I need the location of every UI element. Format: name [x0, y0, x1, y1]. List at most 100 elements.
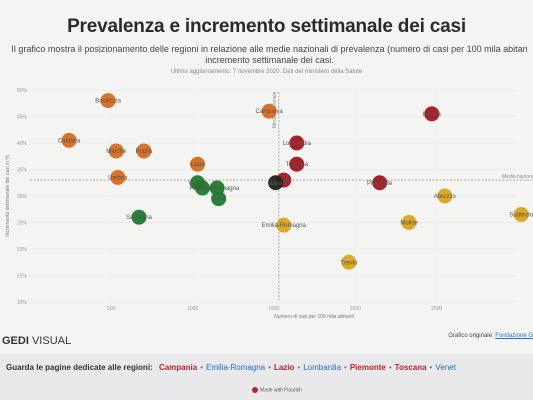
x-tick-label: 2000: [350, 306, 361, 312]
data-point: Marche: [106, 143, 127, 159]
data-point: Trento: [340, 254, 358, 270]
point-label: Umbria: [108, 175, 128, 181]
y-tick-label: 20%: [17, 247, 28, 253]
data-point: Emilia-Romagna: [262, 217, 307, 233]
brand-rest: VISUAL: [28, 335, 72, 347]
region-separator: •: [429, 363, 433, 372]
data-point: Italia: [268, 175, 284, 191]
data-point: Puglia: [136, 143, 153, 159]
y-reference-label: Media nazionale: [502, 174, 533, 180]
data-point: Molise: [400, 215, 418, 230]
reference-lines: Media nazionaleMedia nazionale: [30, 91, 533, 302]
flourish-label: Made with Flourish: [260, 387, 302, 394]
y-tick-label: 30%: [17, 194, 28, 200]
point-label: Toscana: [286, 162, 309, 168]
point-label: Italia: [269, 181, 282, 187]
region-link[interactable]: Lazio: [273, 363, 295, 372]
point-label: Campania: [255, 109, 283, 115]
point-label: Sardegna: [126, 215, 153, 221]
point-marker: [341, 254, 357, 270]
source-credit: Grafico originale: Fondazione G: [448, 333, 533, 339]
point-marker: [261, 103, 277, 119]
data-point: Piemonte: [367, 175, 393, 191]
point-marker: [289, 156, 305, 172]
point-label: Lombardia: [283, 141, 312, 147]
point-marker: [437, 188, 453, 204]
point-marker: [194, 180, 210, 196]
y-tick-label: 25%: [17, 221, 28, 227]
point-marker: [100, 93, 116, 109]
data-point: Friuli V.G.: [189, 180, 216, 196]
region-separator: •: [388, 363, 392, 372]
data-point: Lombardia: [283, 135, 312, 151]
brand-bold: GEDI: [2, 335, 29, 347]
chart-title: Prevalenza e incremento settimanale dei …: [67, 16, 466, 37]
point-label: Emilia-Romagna: [262, 223, 307, 229]
data-point: Lazio: [190, 156, 206, 172]
y-tick-label: 45%: [17, 115, 28, 121]
flourish-icon: [252, 387, 258, 393]
region-link[interactable]: Toscana: [394, 363, 427, 372]
regions-bar: Guarda le pagine dedicate alle regioni: …: [0, 354, 533, 400]
point-marker: [289, 135, 305, 151]
point-label: Trento: [340, 260, 358, 266]
data-point: Sicilia: [211, 191, 227, 207]
region-separator: •: [200, 363, 203, 372]
point-marker: [268, 175, 284, 191]
point-marker: [136, 143, 152, 159]
x-axis-title: Numero di casi per 100 mila abitanti: [274, 314, 354, 320]
region-separator: •: [268, 363, 271, 372]
region-link[interactable]: Venet: [435, 363, 456, 372]
data-point: Campania: [255, 103, 283, 119]
y-tick-label: 50%: [17, 88, 28, 94]
region-link[interactable]: Emilia-Romagna: [206, 363, 266, 372]
data-point: Sudtirolo: [509, 207, 533, 223]
y-tick-label: 40%: [17, 141, 28, 147]
x-tick-label: 2500: [431, 306, 442, 312]
data-point: Basilicata: [95, 93, 122, 109]
update-note: Ultimo aggiornamento: 7 novembre 2020. D…: [170, 69, 363, 75]
data-point: Sardegna: [126, 209, 153, 225]
point-label: Molise: [400, 221, 418, 227]
data-point: Umbria: [108, 169, 128, 185]
point-label: Liguria: [423, 112, 442, 118]
chart-grid: [30, 89, 518, 303]
point-label: Sicilia: [211, 197, 227, 203]
data-point: Abruzzo: [434, 188, 457, 204]
point-marker: [190, 156, 206, 172]
region-separator: •: [344, 363, 347, 372]
point-marker: [61, 132, 77, 148]
source-label: Grafico originale:: [448, 333, 496, 339]
y-tick-label: 15%: [17, 274, 28, 280]
point-label: Lazio: [277, 178, 292, 184]
x-axis-ticks: 500 1000 1500 2000 2500: [107, 306, 442, 312]
flourish-credit[interactable]: Made with Flourish: [252, 387, 302, 393]
point-label: Basilicata: [95, 99, 121, 105]
regions-links: Guarda le pagine dedicate alle regioni: …: [6, 363, 456, 372]
point-label: Marche: [106, 149, 127, 155]
point-marker: [424, 106, 440, 122]
point-marker: [401, 215, 417, 230]
region-link[interactable]: Piemonte: [349, 363, 386, 372]
point-label: Abruzzo: [434, 194, 457, 200]
region-link[interactable]: Campania: [158, 363, 198, 372]
point-label: Piemonte: [367, 181, 393, 187]
data-point: Calabria: [58, 132, 81, 148]
regions-label: Guarda le pagine dedicate alle regioni:: [6, 363, 153, 372]
x-tick-label: 1000: [187, 306, 198, 312]
region-link[interactable]: Lombardia: [303, 363, 342, 372]
chart-subtitle: Il grafico mostra il posizionamento dell…: [11, 44, 528, 65]
point-label: Puglia: [136, 149, 153, 155]
point-label: Emilia-Romagna: [195, 186, 240, 192]
point-marker: [211, 191, 227, 207]
point-marker: [108, 143, 124, 159]
brand-logo: GEDI VISUAL: [2, 335, 71, 347]
data-point: Liguria: [423, 106, 442, 122]
y-axis-title: Incremento settimanale dei casi in %: [5, 155, 11, 237]
x-tick-label: 500: [107, 306, 116, 312]
point-label: Friuli V.G.: [189, 186, 215, 192]
source-link[interactable]: Fondazione G: [495, 333, 533, 339]
x-tick-label: 1500: [268, 306, 279, 312]
data-points: Basilicata Campania Liguria Calabria Marche P…: [58, 93, 533, 270]
point-marker: [276, 217, 292, 233]
